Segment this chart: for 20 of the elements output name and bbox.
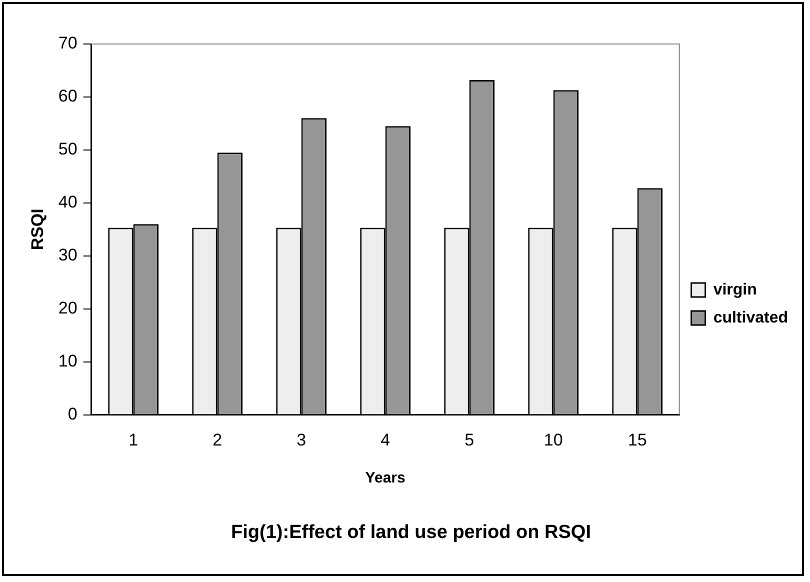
x-tick-label: 10 — [544, 430, 563, 450]
y-tick-label: 60 — [58, 86, 78, 106]
text: Fig(1):Effect of land use period on RSQI — [231, 522, 591, 543]
y-tick-label: 0 — [68, 404, 78, 424]
y-tick-label: 30 — [58, 246, 78, 265]
y-tick-label: 10 — [58, 352, 78, 371]
x-axis-title: Years — [365, 469, 406, 486]
x-tick-label: 4 — [380, 430, 390, 450]
x-tick-label: 2 — [212, 430, 222, 450]
y-tick-label: 20 — [58, 298, 78, 318]
legend-label: virgin — [713, 281, 757, 298]
y-tick-label: 40 — [58, 192, 78, 212]
x-tick-label: 15 — [628, 430, 647, 450]
y-axis-title: RSQI — [28, 208, 47, 250]
y-tick-label: 50 — [58, 140, 78, 159]
x-tick-label: 3 — [296, 430, 306, 450]
x-tick-label: 1 — [128, 430, 138, 450]
x-tick-label: 5 — [464, 430, 474, 450]
legend-label: cultivated — [713, 309, 788, 326]
y-tick-label: 70 — [58, 34, 78, 53]
